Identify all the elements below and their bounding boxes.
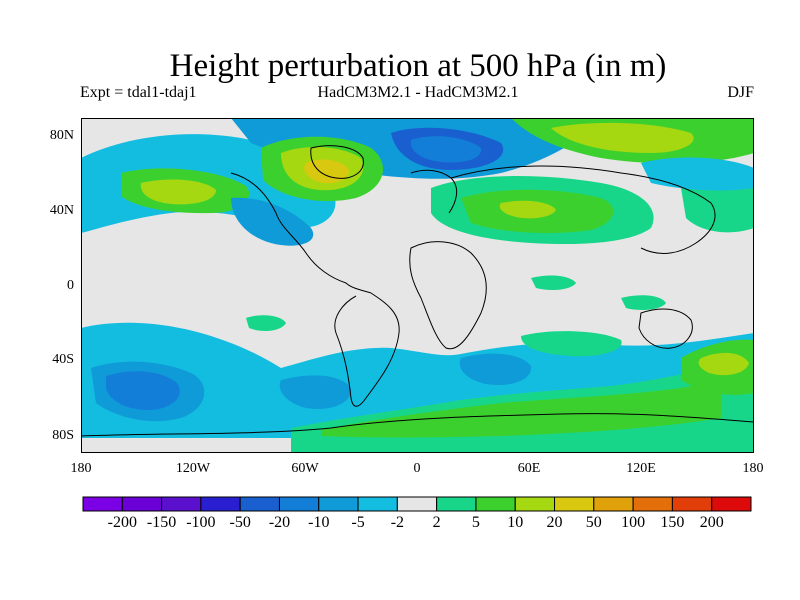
australia-coast	[638, 308, 693, 349]
pacific-small-green	[246, 315, 286, 331]
colorbar-tick-label: 50	[585, 514, 602, 531]
colorbar-tick-label: 10	[507, 514, 524, 531]
tropical-green-2	[621, 295, 666, 311]
coastlines	[81, 145, 754, 437]
europe-blue	[410, 136, 482, 163]
colorbar-swatch	[121, 496, 163, 512]
colorbar-tick-label: -50	[229, 514, 251, 531]
colorbar-tick-label: -150	[146, 514, 177, 531]
colorbar-tick-label: -200	[107, 514, 137, 531]
colorbar-swatch	[161, 496, 202, 512]
greenland-core	[304, 159, 349, 184]
africa-coast	[409, 241, 487, 350]
colorbar-swatch	[82, 496, 123, 512]
north-pacific-yellow	[140, 179, 216, 205]
south-deep-blue	[106, 371, 180, 411]
lon-label-60e: 60E	[517, 461, 541, 476]
plot-title: Height perturbation at 500 hPa (in m)	[169, 48, 667, 84]
lon-label-180w: 180	[70, 461, 92, 476]
colorbar-tick-label: 5	[471, 514, 480, 531]
map-border	[81, 118, 754, 453]
lon-label-120w: 120W	[175, 461, 211, 476]
colorbar-swatch	[200, 496, 241, 512]
model-label: HadCM3M2.1 - HadCM3M2.1	[317, 84, 519, 101]
lat-label-80n: 80N	[49, 128, 74, 143]
colorbar-swatch	[475, 496, 516, 512]
north-america-coast	[230, 172, 372, 294]
pacific-east-green	[681, 181, 754, 233]
lon-label-120e: 120E	[626, 461, 656, 476]
greenland-coast	[310, 145, 364, 179]
colorbar-tick-label: -20	[268, 514, 291, 531]
colorbar-tick-label: 100	[621, 514, 646, 531]
asia-coast	[450, 165, 716, 254]
colorbar-swatch	[593, 496, 634, 512]
colorbar-swatch	[278, 496, 320, 512]
colorbar-swatch	[632, 496, 673, 512]
colorbar-tick-label: -10	[308, 514, 330, 531]
south-america-coast	[334, 292, 400, 407]
map-panel	[81, 118, 754, 453]
colorbar-swatch	[357, 496, 398, 512]
south-blue-center	[279, 375, 352, 409]
colorbar-tick-label: 20	[546, 514, 563, 531]
arctic-east-yellow	[551, 122, 694, 153]
lat-label-0: 0	[67, 278, 74, 293]
season-label: DJF	[727, 84, 754, 101]
experiment-label: Expt = tdal1-tdaj1	[80, 84, 197, 101]
colorbar-swatch	[711, 496, 752, 512]
antarctica-coast	[81, 413, 754, 437]
lon-label-0: 0	[413, 461, 421, 476]
atlantic-blue	[231, 197, 314, 246]
nz-yellow	[698, 352, 749, 376]
colorbar-tick-label: -5	[351, 514, 365, 531]
colorbar-swatch	[396, 496, 438, 512]
asia-yellow	[499, 200, 556, 219]
lat-label-80s: 80S	[52, 428, 74, 443]
colorbar-swatch	[318, 496, 359, 512]
colorbar-tick-label: 150	[660, 514, 685, 531]
lon-label-60w: 60W	[291, 461, 319, 476]
pacific-east-blue	[641, 157, 754, 191]
colorbar-tick-label: -2	[390, 514, 405, 531]
lon-label-180e: 180	[742, 461, 764, 476]
lat-label-40s: 40S	[52, 352, 74, 367]
antarctic-green-2	[321, 380, 721, 438]
colorbar-tick-label: 200	[699, 514, 724, 531]
colorbar-swatch	[671, 496, 713, 512]
colorbar-swatch	[436, 496, 477, 512]
colorbar-swatch	[554, 496, 595, 512]
lat-label-40n: 40N	[49, 203, 74, 218]
colorbar-swatch	[239, 496, 280, 512]
colorbar	[82, 496, 752, 512]
colorbar-swatch	[514, 496, 556, 512]
south-indian-blue	[459, 353, 532, 386]
colorbar-tick-label: -100	[186, 514, 216, 531]
south-atlantic-green	[521, 331, 622, 357]
colorbar-tick-label: 2	[432, 514, 441, 531]
tropical-green	[531, 275, 576, 291]
